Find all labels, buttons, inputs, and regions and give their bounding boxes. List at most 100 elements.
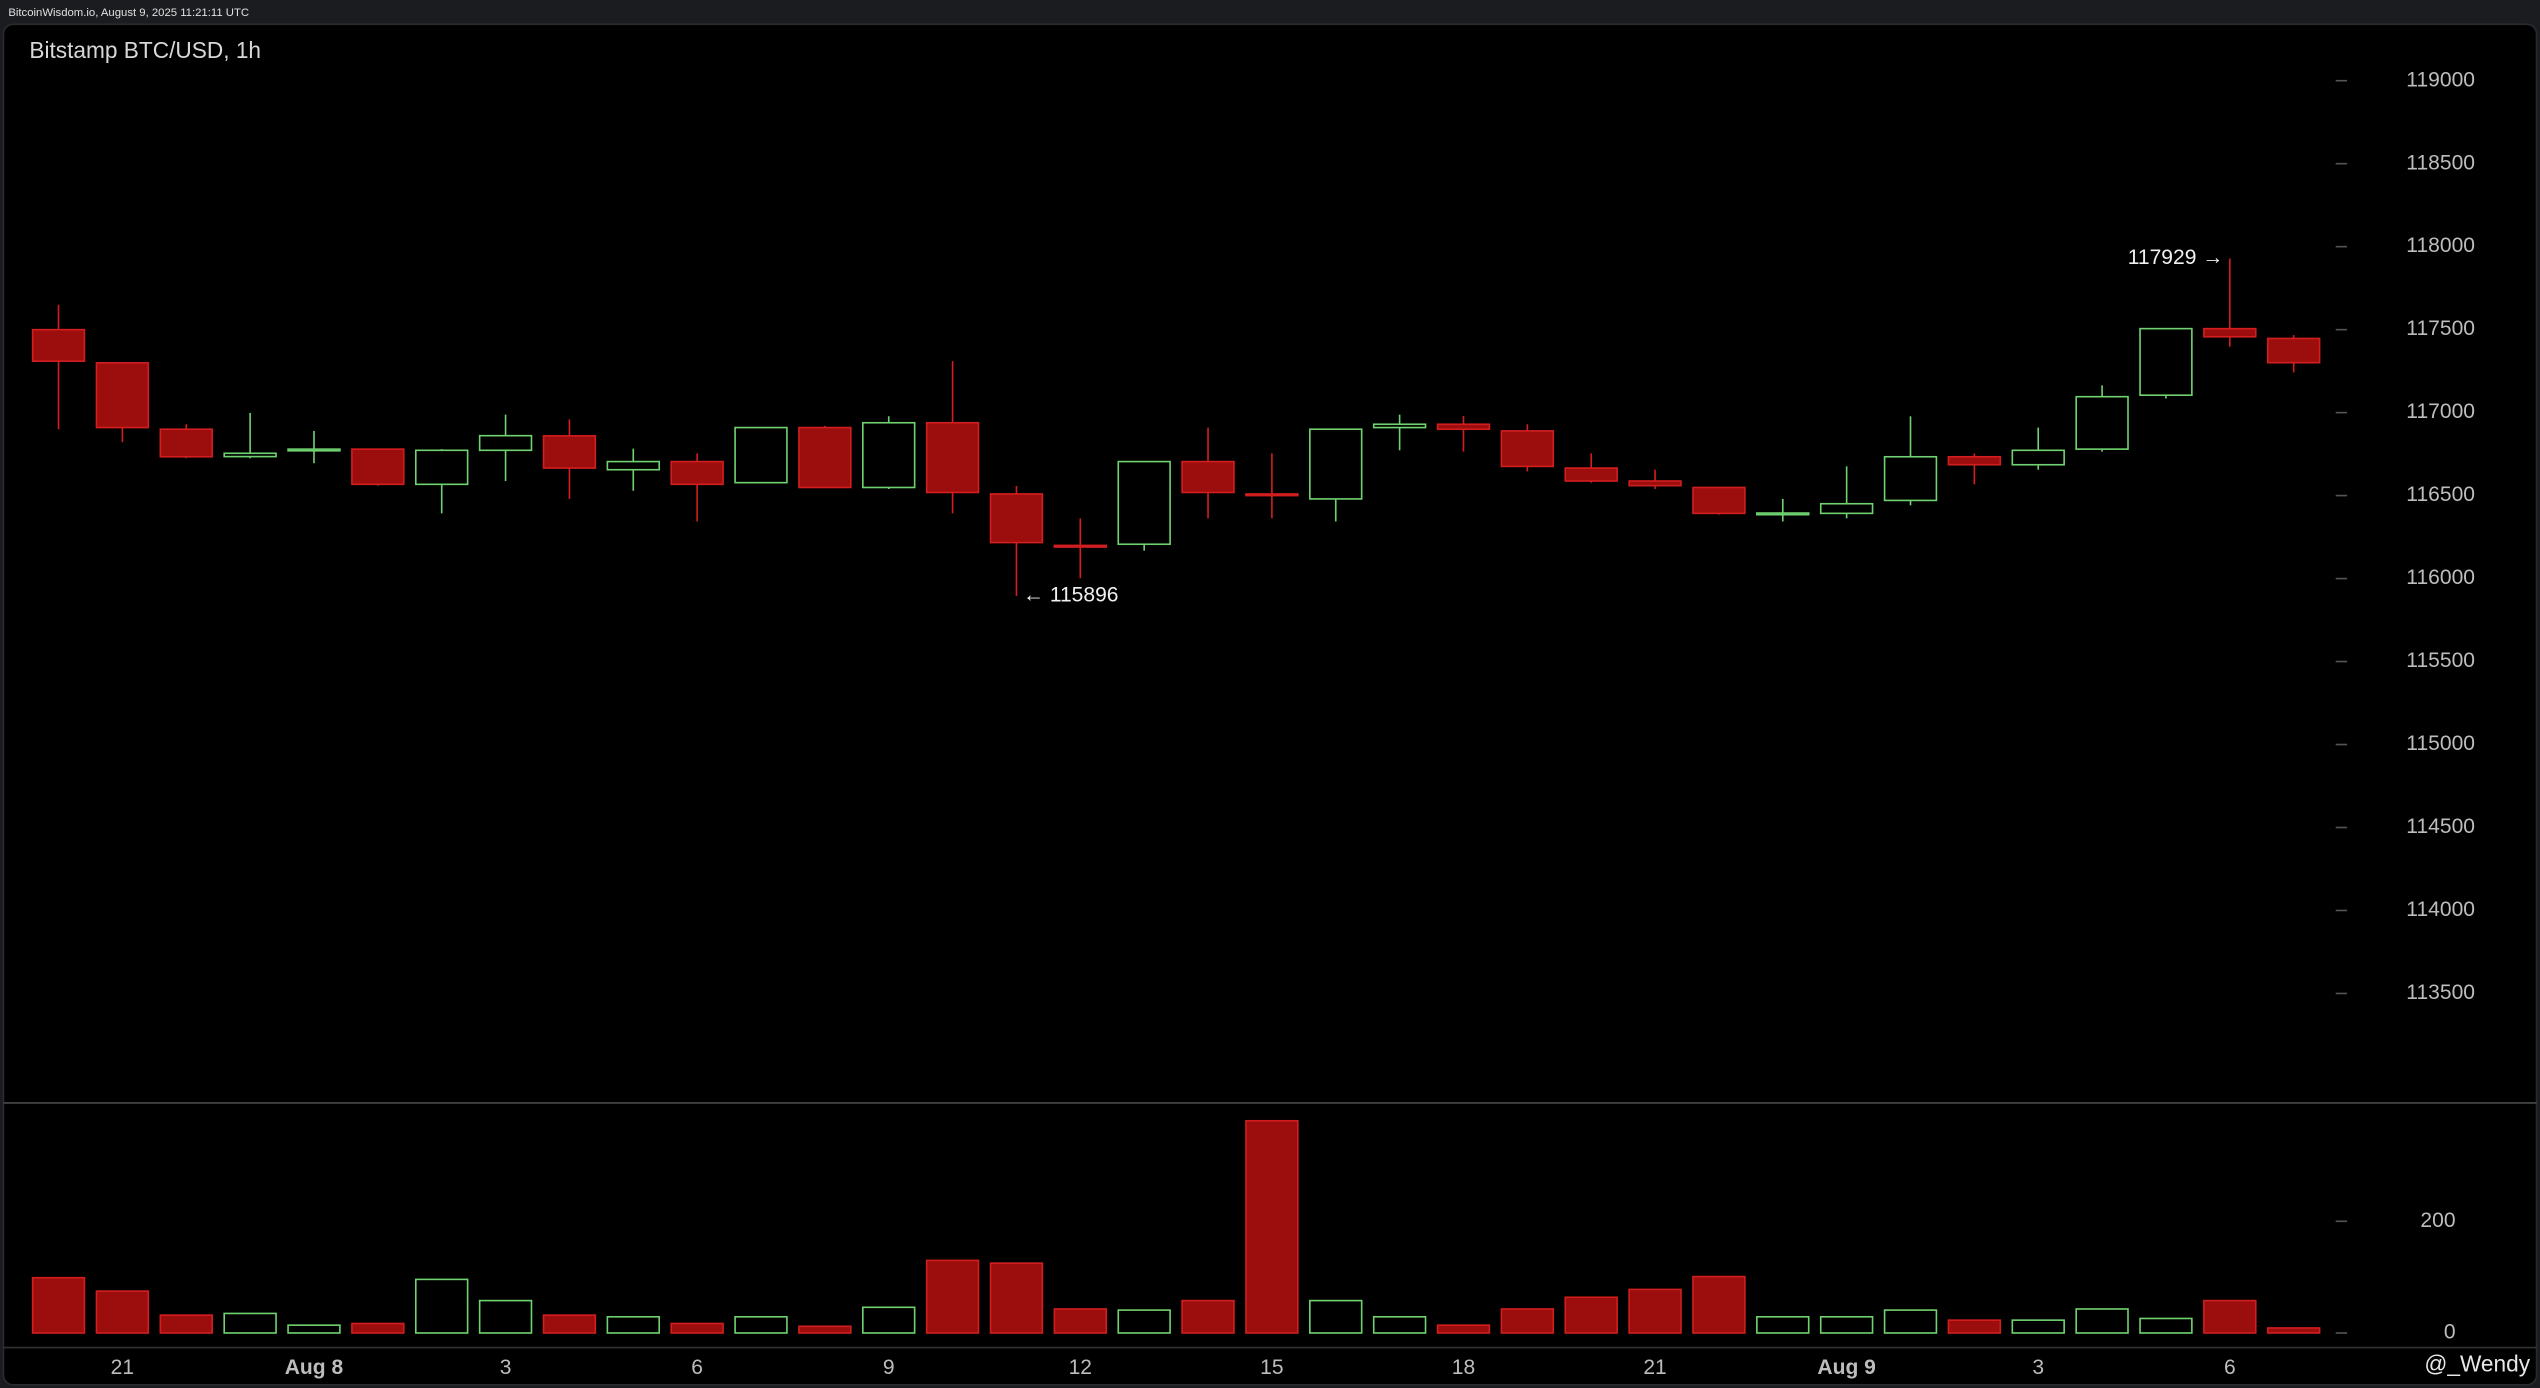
candle-body (670, 460, 724, 486)
volume-bar (31, 1276, 86, 1334)
volume-bar (989, 1262, 1044, 1334)
x-tick-label: 6 (691, 1356, 703, 1379)
volume-bar (2075, 1308, 2129, 1334)
candle-body (1372, 423, 1427, 429)
candle-body (1500, 430, 1555, 468)
candle-body (542, 435, 597, 469)
volume-bar (670, 1322, 724, 1334)
volume-bar (734, 1315, 788, 1334)
high-annotation: 117929 → (2128, 246, 2224, 269)
x-tick-label: 18 (1452, 1356, 1475, 1379)
candle-body (2075, 395, 2129, 450)
y-tick-label: 115500 (2406, 649, 2475, 672)
candle-body (223, 452, 277, 458)
candle-body (1883, 455, 1938, 502)
volume-bar (223, 1312, 277, 1334)
volume-bar (1053, 1308, 1108, 1334)
candle-body (478, 434, 533, 452)
y-tick-label: 114000 (2406, 898, 2475, 921)
candle-body (1819, 502, 1874, 515)
volume-bar (2266, 1327, 2321, 1334)
y-tick-label: 116500 (2406, 483, 2475, 506)
x-tick-label: 3 (2032, 1356, 2044, 1379)
low-annotation: ← 115896 (1023, 583, 1119, 606)
x-tick-label: 3 (500, 1356, 512, 1379)
candle-body (1181, 460, 1235, 494)
candle-body (2011, 449, 2065, 466)
candle-body (989, 493, 1044, 544)
candle-body (1053, 544, 1108, 548)
volume-bar (1309, 1299, 1363, 1334)
candle-body (606, 460, 661, 471)
candle-body (1117, 460, 1171, 546)
candle-body (1564, 467, 1618, 482)
candle-body (2203, 327, 2257, 338)
candle-body (31, 328, 86, 362)
candle-body (1947, 455, 2002, 466)
volume-bar (351, 1322, 405, 1334)
volume-bar (1181, 1299, 1235, 1334)
candle-body (1628, 480, 1682, 487)
x-tick-label: 6 (2224, 1356, 2236, 1379)
volume-bar (606, 1315, 661, 1334)
x-tick-label: Aug 8 (285, 1356, 344, 1379)
watermark: @_Wendy (2424, 1350, 2530, 1376)
volume-bar (1819, 1315, 1874, 1334)
candle-body (2139, 327, 2193, 397)
volume-bar (925, 1259, 980, 1334)
volume-bar (414, 1278, 469, 1334)
candle-body (287, 448, 341, 452)
volume-bar (1883, 1309, 1938, 1334)
candle-body (1692, 486, 1746, 515)
candle-body (1309, 428, 1363, 500)
volume-bar (159, 1314, 213, 1334)
volume-bar (798, 1325, 852, 1334)
volume-bar (1245, 1119, 1299, 1334)
y-tick-label: 117500 (2406, 317, 2475, 340)
candle-body (862, 421, 916, 489)
y-tick-label: 116000 (2406, 566, 2475, 589)
candle-body (1756, 512, 1810, 516)
source-header: BitcoinWisdom.io, August 9, 2025 11:21:1… (8, 7, 249, 19)
candle-body (1436, 423, 1491, 431)
y-tick-label: 113500 (2406, 981, 2475, 1004)
candle-body (798, 426, 852, 489)
candle-body (159, 428, 213, 458)
volume-bar (862, 1306, 916, 1334)
volume-bar (478, 1299, 533, 1334)
candle-body (95, 362, 150, 429)
volume-bar (287, 1324, 341, 1334)
volume-bar (1372, 1315, 1427, 1334)
y-tick-label: 117000 (2406, 400, 2475, 423)
y-tick-label: 119000 (2406, 68, 2475, 91)
candle-body (414, 449, 469, 486)
volume-bar (1692, 1275, 1746, 1334)
volume-bar (1436, 1324, 1491, 1334)
volume-tick-label: 0 (2444, 1321, 2456, 1344)
y-tick-label: 115000 (2406, 732, 2475, 755)
x-tick-label: 15 (1260, 1356, 1283, 1379)
candle-body (734, 426, 788, 484)
volume-bar (1500, 1308, 1555, 1334)
plot-area (2, 23, 2538, 1386)
x-tick-label: Aug 9 (1817, 1356, 1875, 1379)
volume-bar (1628, 1288, 1682, 1334)
candle-body (925, 421, 980, 494)
y-tick-label: 114500 (2406, 815, 2475, 838)
volume-bar (2011, 1319, 2065, 1334)
volume-bar (542, 1314, 597, 1334)
candle-body (1245, 493, 1299, 497)
volume-bar (1117, 1309, 1171, 1334)
candle-body (351, 448, 405, 486)
volume-bar (1947, 1319, 2002, 1334)
volume-bar (1564, 1296, 1618, 1334)
x-tick-label: 9 (883, 1356, 895, 1379)
volume-tick-label: 200 (2420, 1209, 2455, 1232)
y-tick-label: 118000 (2406, 234, 2475, 257)
x-tick-label: 12 (1069, 1356, 1092, 1379)
x-tick-label: 21 (111, 1356, 134, 1379)
y-tick-label: 118500 (2406, 151, 2475, 174)
chart-title: Bitstamp BTC/USD, 1h (29, 37, 261, 63)
